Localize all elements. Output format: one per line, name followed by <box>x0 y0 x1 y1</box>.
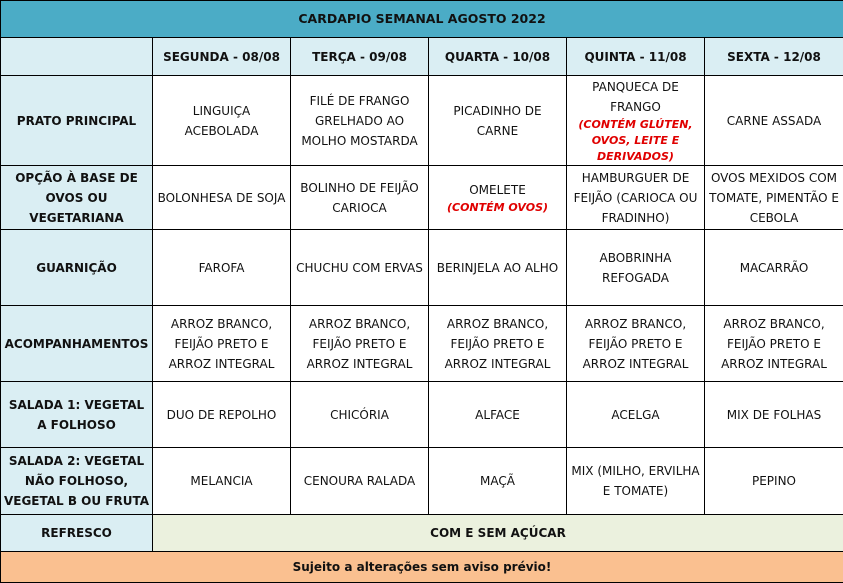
menu-title: CARDAPIO SEMANAL AGOSTO 2022 <box>1 1 843 38</box>
day-header: SEGUNDA - 08/08 <box>153 38 291 76</box>
dish-text: ABOBRINHA REFOGADA <box>600 251 672 285</box>
menu-cell: ARROZ BRANCO, FEIJÃO PRETO E ARROZ INTEG… <box>429 306 567 382</box>
row-label: SALADA 1: VEGETAL A FOLHOSO <box>1 382 153 448</box>
menu-cell: PEPINO <box>705 448 843 515</box>
menu-row: ACOMPANHAMENTOS ARROZ BRANCO, FEIJÃO PRET… <box>1 306 843 382</box>
dish-text: FILÉ DE FRANGO GRELHADO AO MOLHO MOSTARD… <box>301 94 417 148</box>
dish-text: ARROZ BRANCO, FEIJÃO PRETO E ARROZ INTEG… <box>583 317 689 371</box>
menu-row: PRATO PRINCIPAL LINGUIÇA ACEBOLADA FILÉ DE… <box>1 76 843 166</box>
dish-text: ARROZ BRANCO, FEIJÃO PRETO E ARROZ INTEG… <box>307 317 413 371</box>
day-header: TERÇA - 09/08 <box>291 38 429 76</box>
refresco-row: REFRESCO COM E SEM AÇÚCAR <box>1 515 843 552</box>
menu-cell: ARROZ BRANCO, FEIJÃO PRETO E ARROZ INTEG… <box>153 306 291 382</box>
menu-cell: ABOBRINHA REFOGADA <box>567 230 705 306</box>
day-header: SEXTA - 12/08 <box>705 38 843 76</box>
dish-text: MIX (MILHO, ERVILHA E TOMATE) <box>571 464 699 498</box>
menu-cell: FILÉ DE FRANGO GRELHADO AO MOLHO MOSTARD… <box>291 76 429 166</box>
dish-text: ARROZ BRANCO, FEIJÃO PRETO E ARROZ INTEG… <box>721 317 827 371</box>
day-header-row: SEGUNDA - 08/08 TERÇA - 09/08 QUARTA - 1… <box>1 38 843 76</box>
menu-cell: PANQUECA DE FRANGO(CONTÉM GLÚTEN, OVOS, … <box>567 76 705 166</box>
dish-text: ARROZ BRANCO, FEIJÃO PRETO E ARROZ INTEG… <box>169 317 275 371</box>
menu-row: GUARNIÇÃO FAROFA CHUCHU COM ERVAS BERINJELA… <box>1 230 843 306</box>
menu-cell: MIX DE FOLHAS <box>705 382 843 448</box>
menu-cell: ACELGA <box>567 382 705 448</box>
footer-notice: Sujeito a alterações sem aviso prévio! <box>1 552 843 583</box>
menu-cell: FAROFA <box>153 230 291 306</box>
dish-text: MIX DE FOLHAS <box>727 408 821 422</box>
dish-text: ACELGA <box>611 408 659 422</box>
menu-cell: ARROZ BRANCO, FEIJÃO PRETO E ARROZ INTEG… <box>291 306 429 382</box>
menu-cell: DUO DE REPOLHO <box>153 382 291 448</box>
menu-cell: MIX (MILHO, ERVILHA E TOMATE) <box>567 448 705 515</box>
dish-text: BERINJELA AO ALHO <box>437 261 558 275</box>
menu-cell: HAMBURGUER DE FEIJÃO (CARIOCA OU FRADINH… <box>567 166 705 230</box>
dish-text: ARROZ BRANCO, FEIJÃO PRETO E ARROZ INTEG… <box>445 317 551 371</box>
dish-text: PANQUECA DE FRANGO <box>592 80 679 114</box>
dish-text: MELANCIA <box>190 474 252 488</box>
dish-text: FAROFA <box>199 261 245 275</box>
menu-cell: OMELETE (CONTÉM OVOS) <box>429 166 567 230</box>
refresco-value: COM E SEM AÇÚCAR <box>153 515 843 552</box>
dish-text: CHICÓRIA <box>330 408 389 422</box>
dish-text: BOLONHESA DE SOJA <box>158 191 286 205</box>
day-header: QUARTA - 10/08 <box>429 38 567 76</box>
dish-text: LINGUIÇA ACEBOLADA <box>185 104 259 138</box>
menu-cell: ALFACE <box>429 382 567 448</box>
dish-text: MAÇÃ <box>480 474 515 488</box>
menu-row: SALADA 1: VEGETAL A FOLHOSO DUO DE REPOLH… <box>1 382 843 448</box>
menu-cell: LINGUIÇA ACEBOLADA <box>153 76 291 166</box>
menu-cell: PICADINHO DE CARNE <box>429 76 567 166</box>
dish-text: BOLINHO DE FEIJÃO CARIOCA <box>300 181 418 215</box>
dish-text: OVOS MEXIDOS COM TOMATE, PIMENTÃO E CEBO… <box>709 171 839 225</box>
dish-text: CHUCHU COM ERVAS <box>296 261 423 275</box>
dish-text: OMELETE <box>469 183 526 197</box>
dish-text: CENOURA RALADA <box>304 474 416 488</box>
menu-cell: BOLONHESA DE SOJA <box>153 166 291 230</box>
dish-text: MACARRÃO <box>740 261 809 275</box>
row-label: PRATO PRINCIPAL <box>1 76 153 166</box>
menu-row: SALADA 2: VEGETAL NÃO FOLHOSO, VEGETAL B… <box>1 448 843 515</box>
row-label: ACOMPANHAMENTOS <box>1 306 153 382</box>
row-label: REFRESCO <box>1 515 153 552</box>
menu-cell: CHUCHU COM ERVAS <box>291 230 429 306</box>
menu-cell: MAÇÃ <box>429 448 567 515</box>
corner-cell <box>1 38 153 76</box>
row-label: OPÇÃO À BASE DE OVOS OU VEGETARIANA <box>1 166 153 230</box>
menu-cell: BERINJELA AO ALHO <box>429 230 567 306</box>
dish-text: PEPINO <box>752 474 796 488</box>
dish-text: DUO DE REPOLHO <box>167 408 277 422</box>
dish-text: CARNE ASSADA <box>727 114 821 128</box>
menu-cell: MACARRÃO <box>705 230 843 306</box>
menu-cell: CHICÓRIA <box>291 382 429 448</box>
allergen-warning: (CONTÉM OVOS) <box>431 200 564 216</box>
row-label: GUARNIÇÃO <box>1 230 153 306</box>
menu-cell: CENOURA RALADA <box>291 448 429 515</box>
dish-text: HAMBURGUER DE FEIJÃO (CARIOCA OU FRADINH… <box>574 171 698 225</box>
menu-cell: CARNE ASSADA <box>705 76 843 166</box>
dish-text: PICADINHO DE CARNE <box>453 104 541 138</box>
menu-cell: ARROZ BRANCO, FEIJÃO PRETO E ARROZ INTEG… <box>705 306 843 382</box>
menu-row: OPÇÃO À BASE DE OVOS OU VEGETARIANA BOLON… <box>1 166 843 230</box>
allergen-warning: (CONTÉM GLÚTEN, OVOS, LEITE E DERIVADOS) <box>569 117 702 165</box>
day-header: QUINTA - 11/08 <box>567 38 705 76</box>
menu-cell: ARROZ BRANCO, FEIJÃO PRETO E ARROZ INTEG… <box>567 306 705 382</box>
dish-text: ALFACE <box>475 408 520 422</box>
menu-cell: MELANCIA <box>153 448 291 515</box>
row-label: SALADA 2: VEGETAL NÃO FOLHOSO, VEGETAL B… <box>1 448 153 515</box>
menu-cell: BOLINHO DE FEIJÃO CARIOCA <box>291 166 429 230</box>
menu-cell: OVOS MEXIDOS COM TOMATE, PIMENTÃO E CEBO… <box>705 166 843 230</box>
